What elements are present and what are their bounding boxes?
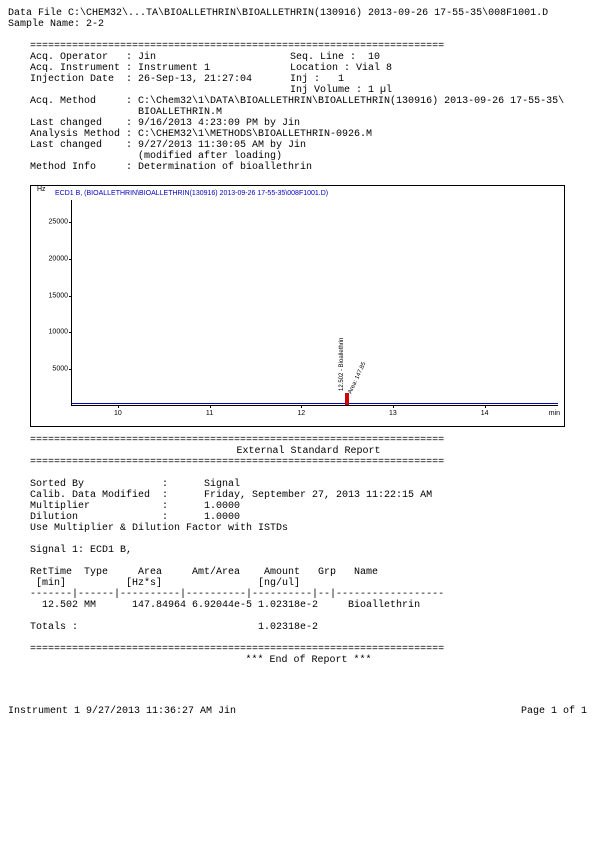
- footer-right: Page 1 of 1: [521, 706, 587, 717]
- location-label: Location : Vial 8: [290, 63, 392, 74]
- injection-date-label: Injection Date : 26-Sep-13, 21:27:04: [30, 74, 290, 85]
- x-axis-unit: min: [549, 410, 560, 417]
- table-header-2: [min] [Hz*s] [ng/ul]: [30, 578, 587, 589]
- peak-rt-label: 12.502 - Bioallethrin: [339, 337, 345, 390]
- analysis-method: Analysis Method : C:\CHEM32\1\METHODS\BI…: [30, 129, 587, 140]
- operator-label: Acq. Operator : Jin: [30, 52, 290, 63]
- table-row: 12.502 MM 147.84964 6.92044e-5 1.02318e-…: [30, 600, 587, 611]
- x-tick-label: 14: [481, 410, 489, 417]
- x-tick-label: 12: [297, 410, 305, 417]
- x-tick-label: 10: [114, 410, 122, 417]
- report-title: External Standard Report: [30, 446, 587, 457]
- table-divider: -------|------|----------|----------|---…: [30, 589, 587, 600]
- x-tick-label: 13: [389, 410, 397, 417]
- report-divider-bot: ========================================…: [30, 644, 587, 655]
- multiplier: Multiplier : 1.0000: [30, 501, 587, 512]
- sorted-by: Sorted By : Signal: [30, 479, 587, 490]
- last-changed-2: Last changed : 9/27/2013 11:30:05 AM by …: [30, 140, 587, 151]
- sample-name-line: Sample Name: 2-2: [8, 19, 587, 30]
- plot-area: 5000100001500020000250001011121314min12.…: [71, 200, 558, 406]
- seq-line-label: Seq. Line : 10: [290, 52, 380, 63]
- y-tick-label: 5000: [34, 366, 68, 373]
- acq-method-line2: BIOALLETHRIN.M: [30, 107, 587, 118]
- report-divider-top: ========================================…: [30, 435, 587, 446]
- acq-method-line1: Acq. Method : C:\Chem32\1\DATA\BIOALLETH…: [30, 96, 587, 107]
- end-of-report: *** End of Report ***: [30, 655, 587, 666]
- instrument-label: Acq. Instrument : Instrument 1: [30, 63, 290, 74]
- last-changed-1: Last changed : 9/16/2013 4:23:09 PM by J…: [30, 118, 587, 129]
- peak: [345, 393, 349, 405]
- inj-label: Inj : 1: [290, 74, 344, 85]
- calib-modified: Calib. Data Modified : Friday, September…: [30, 490, 587, 501]
- y-axis-unit: Hz: [37, 186, 46, 193]
- y-tick-label: 20000: [34, 255, 68, 262]
- report-divider-top2: ========================================…: [30, 457, 587, 468]
- blank-left: [30, 85, 290, 96]
- table-header-1: RetTime Type Area Amt/Area Amount Grp Na…: [30, 567, 587, 578]
- data-file-line: Data File C:\CHEM32\...TA\BIOALLETHRIN\B…: [8, 8, 587, 19]
- y-tick-label: 10000: [34, 329, 68, 336]
- x-tick-label: 11: [206, 410, 213, 417]
- last-changed-2b: (modified after loading): [30, 151, 587, 162]
- top-divider: ========================================…: [30, 41, 587, 52]
- y-tick-label: 15000: [34, 292, 68, 299]
- chromatogram-chart: ECD1 B, (BIOALLETHRIN\BIOALLETHRIN(13091…: [30, 185, 565, 427]
- inj-volume-label: Inj Volume : 1 µl: [290, 85, 392, 96]
- y-tick-label: 25000: [34, 219, 68, 226]
- signal-line: Signal 1: ECD1 B,: [30, 545, 587, 556]
- baseline: [72, 403, 558, 404]
- chart-title: ECD1 B, (BIOALLETHRIN\BIOALLETHRIN(13091…: [55, 190, 328, 197]
- peak-area-label: Area: 147.85: [348, 361, 368, 395]
- totals-row: Totals : 1.02318e-2: [30, 622, 587, 633]
- dilution: Dilution : 1.0000: [30, 512, 587, 523]
- method-info: Method Info : Determination of bioalleth…: [30, 162, 587, 173]
- istd-note: Use Multiplier & Dilution Factor with IS…: [30, 523, 587, 534]
- footer-left: Instrument 1 9/27/2013 11:36:27 AM Jin: [8, 706, 236, 717]
